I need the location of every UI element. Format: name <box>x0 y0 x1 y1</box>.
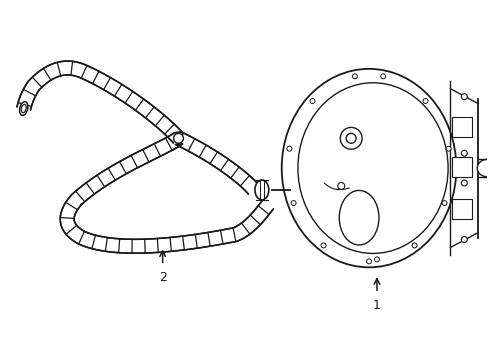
Circle shape <box>460 237 467 243</box>
FancyBboxPatch shape <box>451 157 471 177</box>
Circle shape <box>445 146 450 151</box>
Circle shape <box>309 99 314 103</box>
Circle shape <box>411 243 416 248</box>
Ellipse shape <box>476 159 488 177</box>
Circle shape <box>346 133 355 143</box>
Circle shape <box>460 94 467 100</box>
Circle shape <box>340 127 361 149</box>
Circle shape <box>380 74 385 79</box>
Circle shape <box>352 74 357 79</box>
Circle shape <box>366 259 371 264</box>
Circle shape <box>374 257 379 262</box>
Circle shape <box>460 210 467 216</box>
Ellipse shape <box>281 69 455 267</box>
Text: 1: 1 <box>372 299 380 312</box>
Circle shape <box>460 121 467 126</box>
Polygon shape <box>60 132 273 253</box>
Circle shape <box>460 180 467 186</box>
FancyBboxPatch shape <box>451 199 471 219</box>
Circle shape <box>286 146 291 151</box>
Circle shape <box>460 150 467 156</box>
FancyBboxPatch shape <box>451 117 471 137</box>
Circle shape <box>173 133 183 143</box>
Circle shape <box>337 183 344 189</box>
Circle shape <box>441 201 446 206</box>
Polygon shape <box>17 61 183 143</box>
Circle shape <box>290 201 295 206</box>
Ellipse shape <box>254 180 268 200</box>
Circle shape <box>422 99 427 103</box>
Text: 2: 2 <box>159 271 166 284</box>
Ellipse shape <box>339 190 378 245</box>
Ellipse shape <box>20 102 28 115</box>
Circle shape <box>321 243 325 248</box>
